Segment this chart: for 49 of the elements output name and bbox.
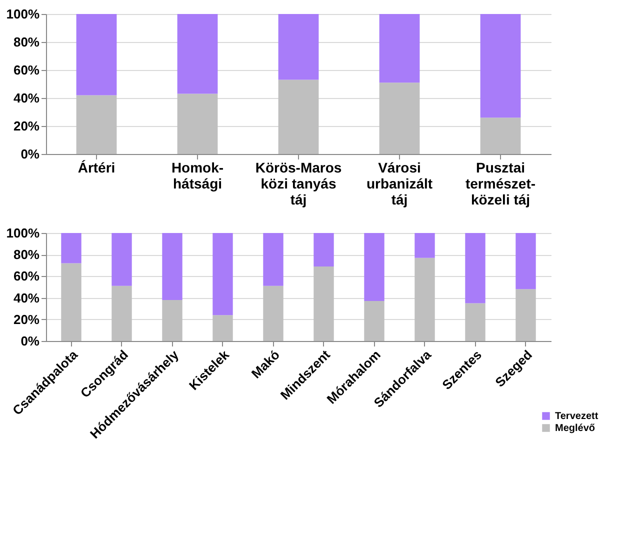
y-tick-label: 60% [13, 62, 40, 78]
bar [177, 94, 218, 154]
bar [314, 233, 334, 266]
y-tick-label: 80% [13, 34, 40, 50]
bar [379, 82, 420, 154]
y-tick-label: 100% [6, 6, 40, 22]
bar [465, 303, 486, 341]
y-tick-label: 20% [13, 118, 40, 134]
bar [212, 315, 233, 341]
bar [465, 233, 486, 304]
y-tick-label: 40% [13, 290, 40, 306]
bar [76, 95, 117, 154]
y-tick-label: 0% [20, 146, 40, 162]
x-tick-label: Ártéri [78, 160, 116, 176]
x-tick-label: Homok- hátsági [171, 160, 224, 192]
bar [76, 14, 117, 96]
x-tick-label: Körös-Maros közi tanyás táj [255, 160, 342, 208]
legend-label: Tervezett [555, 411, 599, 422]
bar [162, 233, 182, 300]
y-tick-label: 0% [20, 334, 40, 348]
bar [61, 233, 82, 264]
y-tick-label: 80% [13, 247, 40, 262]
bar [278, 80, 319, 154]
bar [278, 14, 319, 80]
bar [162, 300, 182, 341]
bar [61, 263, 82, 341]
y-tick-label: 40% [13, 90, 40, 106]
bar [263, 286, 284, 341]
bar [112, 233, 132, 286]
bar [414, 258, 435, 341]
bar [364, 233, 384, 302]
bar [480, 118, 521, 154]
bar [516, 233, 536, 290]
bar [212, 233, 233, 316]
bar [364, 301, 384, 341]
bar [112, 286, 132, 341]
legend-label: Meglévő [555, 423, 596, 434]
x-tick-label: Pusztai természet- közeli táj [465, 160, 536, 208]
bar [414, 233, 435, 258]
bar [480, 14, 521, 118]
bar [516, 289, 536, 341]
x-tick-label: Városi urbanizált táj [366, 160, 433, 208]
bar [314, 266, 334, 341]
bar [263, 233, 284, 286]
y-tick-label: 100% [6, 226, 40, 240]
bar [379, 14, 420, 83]
y-tick-label: 60% [13, 268, 40, 284]
bar [177, 14, 218, 94]
y-tick-label: 20% [13, 312, 40, 327]
